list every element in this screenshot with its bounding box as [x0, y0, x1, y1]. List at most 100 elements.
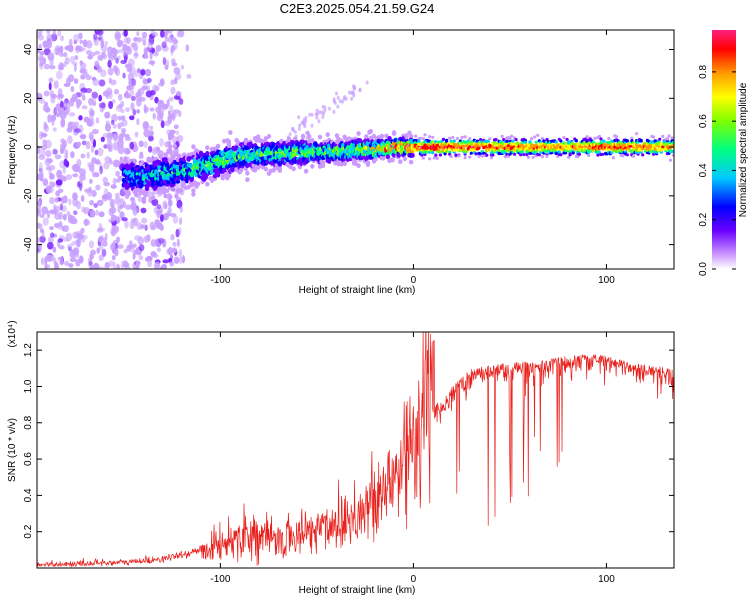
heatmap-cell — [417, 139, 421, 143]
heatmap-cell — [178, 98, 184, 105]
heatmap-cell — [99, 243, 104, 251]
heatmap-cell — [667, 134, 671, 138]
heatmap-cell — [607, 148, 611, 152]
heatmap-cell — [151, 198, 159, 207]
heatmap-cell — [513, 152, 517, 156]
heatmap-cell — [497, 148, 501, 152]
heatmap-cell — [511, 139, 515, 143]
heatmap-cell — [47, 52, 55, 61]
heatmap-cell — [297, 115, 301, 120]
heatmap-cell — [43, 63, 50, 70]
heatmap-cell — [68, 263, 74, 268]
heatmap-cell — [59, 147, 65, 154]
heatmap-cell — [68, 38, 73, 47]
spectrogram-y-label: Frequency (Hz) — [7, 116, 18, 185]
heatmap-cell — [577, 152, 582, 156]
heatmap-cell — [102, 50, 106, 58]
heatmap-cell — [143, 190, 148, 196]
heatmap-cell — [154, 96, 159, 104]
heatmap-cell — [74, 96, 78, 102]
heatmap-cell — [108, 157, 112, 164]
heatmap-cell — [310, 163, 315, 169]
heatmap-cell — [163, 193, 168, 199]
heatmap-cell — [37, 34, 45, 41]
heatmap-cells — [37, 30, 674, 269]
heatmap-cell — [152, 253, 159, 258]
heatmap-cell — [491, 146, 495, 150]
heatmap-cell — [315, 112, 319, 117]
heatmap-cell — [540, 155, 545, 159]
x-tick-label: -100 — [210, 574, 230, 585]
heatmap-cell — [107, 59, 112, 68]
heatmap-cell — [53, 260, 58, 266]
heatmap-cell — [52, 204, 57, 209]
heatmap-cell — [245, 170, 250, 176]
heatmap-cell — [356, 131, 361, 136]
y-tick-label: 0.6 — [23, 452, 34, 466]
heatmap-cell — [418, 136, 422, 140]
heatmap-cell — [58, 245, 65, 250]
heatmap-cell — [254, 138, 259, 143]
heatmap-cell — [205, 151, 210, 156]
heatmap-cell — [53, 107, 57, 116]
heatmap-cell — [54, 45, 61, 53]
heatmap-cell — [138, 255, 144, 261]
heatmap-cell — [49, 196, 55, 205]
heatmap-cell — [191, 188, 196, 194]
heatmap-cell — [107, 67, 114, 76]
heatmap-cell — [119, 156, 123, 162]
heatmap-cell — [96, 199, 104, 206]
colorbar-tick-label: 0.8 — [698, 64, 709, 78]
heatmap-cell — [625, 139, 629, 143]
heatmap-cell — [391, 131, 397, 136]
heatmap-cell — [158, 237, 165, 244]
heatmap-cell — [602, 139, 606, 143]
heatmap-cell — [42, 217, 49, 226]
heatmap-cell — [336, 104, 340, 109]
heatmap-cell — [113, 49, 118, 54]
heatmap-cell — [98, 254, 104, 261]
heatmap-cell — [94, 50, 101, 55]
heatmap-cell — [228, 130, 233, 135]
heatmap-cell — [97, 30, 104, 36]
heatmap-cell — [62, 213, 67, 221]
heatmap-cell — [133, 217, 139, 227]
heatmap-cell — [79, 168, 86, 177]
heatmap-cell — [139, 224, 145, 230]
heatmap-cell — [68, 198, 72, 206]
heatmap-cell — [323, 108, 327, 113]
heatmap-cell — [129, 248, 136, 253]
heatmap-cell — [130, 95, 136, 102]
y-tick-label: 0.4 — [23, 488, 34, 502]
heatmap-cell — [93, 33, 98, 40]
heatmap-cell — [85, 50, 92, 55]
heatmap-cell — [509, 134, 514, 138]
heatmap-cell — [145, 68, 151, 77]
heatmap-cell — [91, 91, 99, 99]
heatmap-cell — [99, 165, 103, 175]
heatmap-cell — [155, 146, 160, 152]
heatmap-cell — [117, 244, 124, 250]
heatmap-cell — [46, 241, 54, 250]
heatmap-cell — [325, 132, 330, 138]
heatmap-cell — [310, 112, 314, 117]
heatmap-cell — [172, 215, 179, 224]
heatmap-cell — [88, 186, 92, 194]
heatmap-cell — [587, 141, 591, 145]
heatmap-cell — [317, 119, 321, 124]
heatmap-cell — [545, 154, 549, 158]
heatmap-cell — [167, 246, 174, 256]
heatmap-cell — [95, 184, 101, 191]
heatmap-cell — [542, 139, 546, 143]
heatmap-cell — [49, 226, 54, 231]
heatmap-cell — [318, 110, 321, 115]
x-tick-label: 0 — [411, 275, 417, 286]
heatmap-cell — [77, 45, 83, 53]
heatmap-cell — [168, 30, 173, 35]
heatmap-cell — [168, 135, 173, 141]
heatmap-cell — [594, 142, 599, 146]
heatmap-cell — [431, 151, 435, 155]
heatmap-cell — [607, 137, 611, 141]
heatmap-cell — [119, 48, 126, 54]
heatmap-cell — [38, 148, 46, 157]
